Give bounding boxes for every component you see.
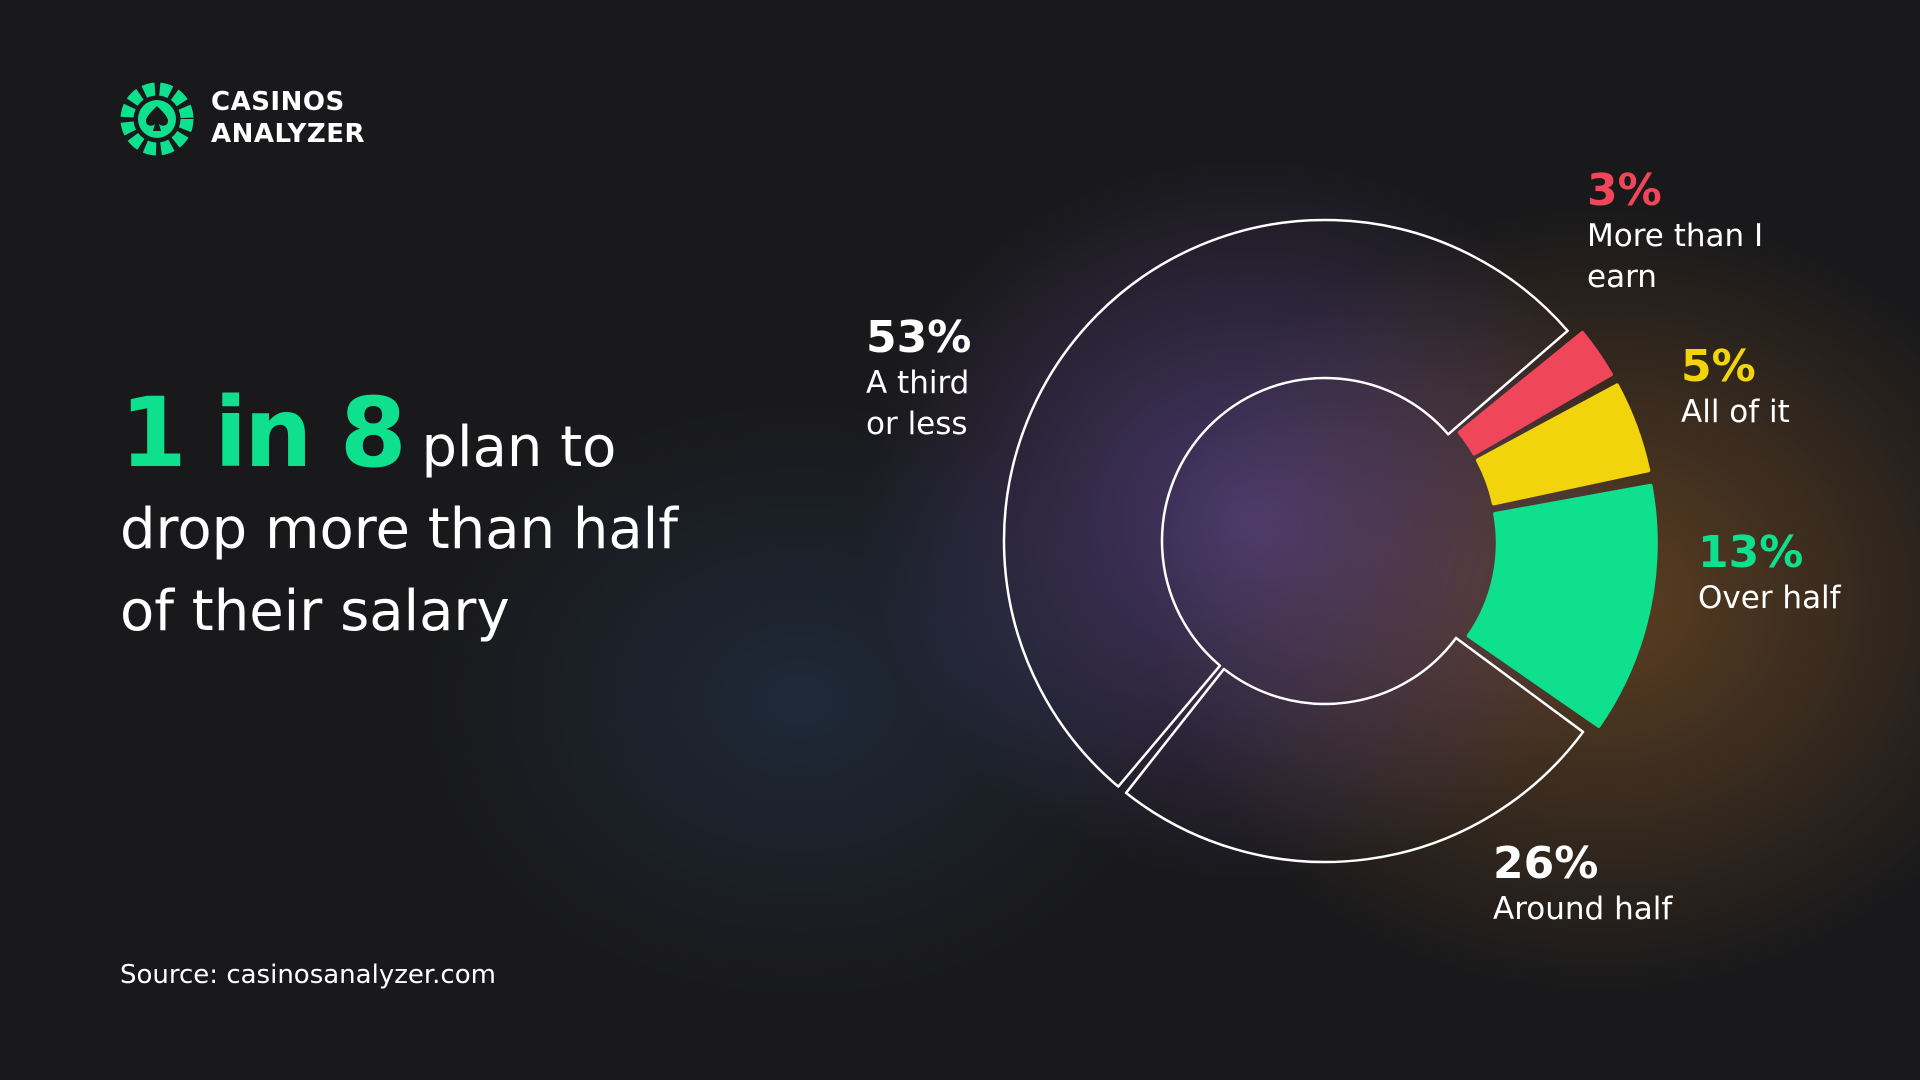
logo-icon [120, 82, 194, 156]
slice-category-label: Over half [1698, 580, 1841, 616]
slice-category-label: A third or less [866, 365, 970, 442]
donut-slice [1124, 636, 1585, 864]
slice-value-label: 53% [866, 312, 972, 363]
slice-label: 53% A third or less [866, 313, 1001, 445]
slice-label: 3% More than I earn [1587, 166, 1777, 298]
slice-label: 26% Around half [1493, 839, 1713, 930]
donut-slice [1475, 383, 1651, 506]
slice-category-label: Around half [1493, 891, 1673, 927]
slice-category-label: All of it [1681, 394, 1790, 430]
logo-line: CASINOS [211, 87, 345, 117]
headline-highlight: 1 in 8 [120, 377, 407, 489]
slice-value-label: 5% [1681, 341, 1756, 392]
source: Source: casinosanalyzer.com [120, 960, 496, 990]
slice-value-label: 26% [1493, 838, 1599, 889]
slice-value-label: 13% [1698, 527, 1804, 578]
donut-slice [1457, 330, 1613, 456]
logo-text: CASINOS ANALYZER [211, 86, 365, 150]
headline: 1 in 8 plan to drop more than half of th… [120, 385, 710, 653]
slice-label: 5% All of it [1681, 342, 1831, 433]
headline-text: plan to drop more than half of their sal… [120, 415, 678, 644]
donut-slice [1002, 218, 1569, 788]
slice-label: 13% Over half [1698, 528, 1858, 619]
slice-value-label: 3% [1587, 165, 1662, 216]
slice-category-label: More than I earn [1587, 218, 1764, 295]
logo-line: ANALYZER [211, 119, 365, 149]
donut-slice [1466, 483, 1658, 728]
